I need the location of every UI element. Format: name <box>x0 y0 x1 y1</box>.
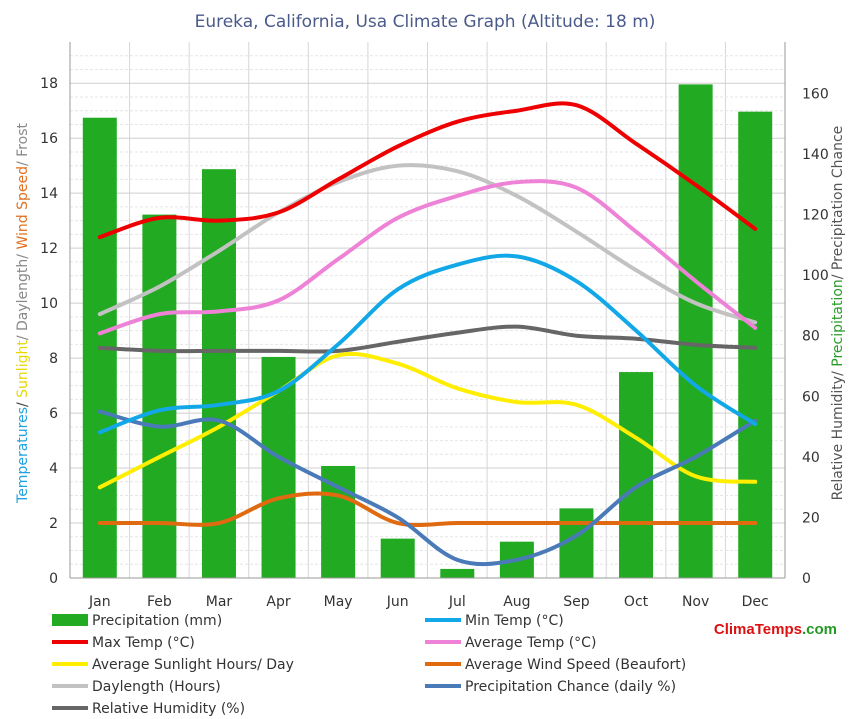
axis-label-part: Wind Speed <box>15 166 31 250</box>
legend-label: Relative Humidity (%) <box>92 701 245 717</box>
precipitation-bars <box>82 84 773 579</box>
right-axis-ticks: 0 20 40 60 80 100 120 140 160 <box>802 86 829 587</box>
x-tick-label: Apr <box>266 594 290 610</box>
left-tick-label: 12 <box>40 241 58 257</box>
left-tick-label: 10 <box>40 296 58 312</box>
right-tick-label: 140 <box>802 147 829 163</box>
left-tick-label: 2 <box>49 516 58 532</box>
x-tick-label: Oct <box>624 594 649 610</box>
x-tick-label: Feb <box>147 594 172 610</box>
x-tick-label: Mar <box>206 594 233 610</box>
right-tick-label: 60 <box>802 389 820 405</box>
axis-label-part: / Precipitation Chance <box>830 126 846 280</box>
precipitation-bar-jun <box>380 538 415 578</box>
series-line-average-sunlight-hours-day <box>97 351 758 490</box>
legend-label: Max Temp (°C) <box>92 635 195 651</box>
legend-label: Average Sunlight Hours/ Day <box>92 657 294 673</box>
axis-label-part: / <box>830 367 846 376</box>
right-tick-label: 40 <box>802 450 820 466</box>
series-line-average-temp-c <box>97 179 758 336</box>
left-tick-label: 6 <box>49 406 58 422</box>
precipitation-bar-nov <box>678 84 713 578</box>
axis-label-part: / Daylength/ <box>15 250 31 341</box>
grid <box>69 42 786 578</box>
left-tick-label: 18 <box>40 76 58 92</box>
series-line-precipitation-chance-daily <box>97 409 758 567</box>
axis-label-part: / <box>15 398 31 407</box>
x-tick-label: Dec <box>742 594 769 610</box>
precipitation-bar-feb <box>142 214 177 578</box>
axis-label-part: Sunlight <box>15 340 31 398</box>
x-tick-label: Aug <box>503 594 530 610</box>
x-axis-ticks: Jan Feb Mar Apr May Jun Jul Aug Sep Oct Nov Dec <box>88 594 769 610</box>
x-tick-label: Nov <box>682 594 709 610</box>
legend-label: Daylength (Hours) <box>92 679 221 695</box>
series-line-relative-humidity <box>97 324 758 354</box>
legend-swatch <box>52 614 88 626</box>
left-tick-label: 16 <box>40 131 58 147</box>
right-tick-label: 20 <box>802 510 820 526</box>
left-axis-label: Temperatures/ Sunlight/ Daylength/ Wind … <box>15 123 31 504</box>
x-tick-label: Jun <box>386 594 409 610</box>
right-tick-label: 160 <box>802 86 829 102</box>
axes <box>69 42 786 579</box>
x-tick-label: May <box>324 594 353 610</box>
chart-title: Eureka, California, Usa Climate Graph (A… <box>195 12 656 32</box>
x-tick-label: Jan <box>88 594 111 610</box>
series-line-daylength-hours <box>97 163 758 325</box>
right-axis-label: Relative Humidity/ Precipitation/ Precip… <box>830 126 846 501</box>
legend-label: Average Temp (°C) <box>465 635 596 651</box>
x-tick-label: Jul <box>448 594 466 610</box>
legend-label: Min Temp (°C) <box>465 613 564 629</box>
precipitation-bar-dec <box>738 111 773 578</box>
left-tick-label: 4 <box>49 461 58 477</box>
left-tick-label: 0 <box>49 571 58 587</box>
legend-label: Precipitation (mm) <box>92 613 222 629</box>
legend: Precipitation (mm) Min Temp (°C) Max Temp … <box>52 613 686 717</box>
axis-label-part: Temperatures <box>15 407 31 504</box>
left-tick-label: 8 <box>49 351 58 367</box>
axis-label-part: / Frost <box>15 123 31 167</box>
precipitation-bar-may <box>321 465 356 578</box>
right-tick-label: 100 <box>802 268 829 284</box>
axis-label-part: Precipitation <box>830 279 846 367</box>
legend-label: Average Wind Speed (Beaufort) <box>465 657 686 673</box>
series-lines <box>97 101 758 567</box>
right-tick-label: 120 <box>802 208 829 224</box>
left-tick-label: 14 <box>40 186 58 202</box>
right-tick-label: 0 <box>802 571 811 587</box>
series-line-max-temp-c <box>97 101 758 240</box>
precipitation-bar-oct <box>619 372 654 578</box>
left-axis-ticks: 0 2 4 6 8 10 12 14 16 18 <box>40 76 58 587</box>
precipitation-bar-mar <box>201 169 236 578</box>
series-line-average-wind-speed-beaufort <box>97 491 758 528</box>
legend-label: Precipitation Chance (daily %) <box>465 679 676 695</box>
right-tick-label: 80 <box>802 329 820 345</box>
precipitation-bar-jul <box>440 568 475 578</box>
brand-logo: ClimaTemps.com <box>714 621 837 638</box>
axis-label-part: Relative Humidity <box>830 376 846 500</box>
series-line-min-temp-c <box>97 253 758 435</box>
x-tick-label: Sep <box>563 594 590 610</box>
